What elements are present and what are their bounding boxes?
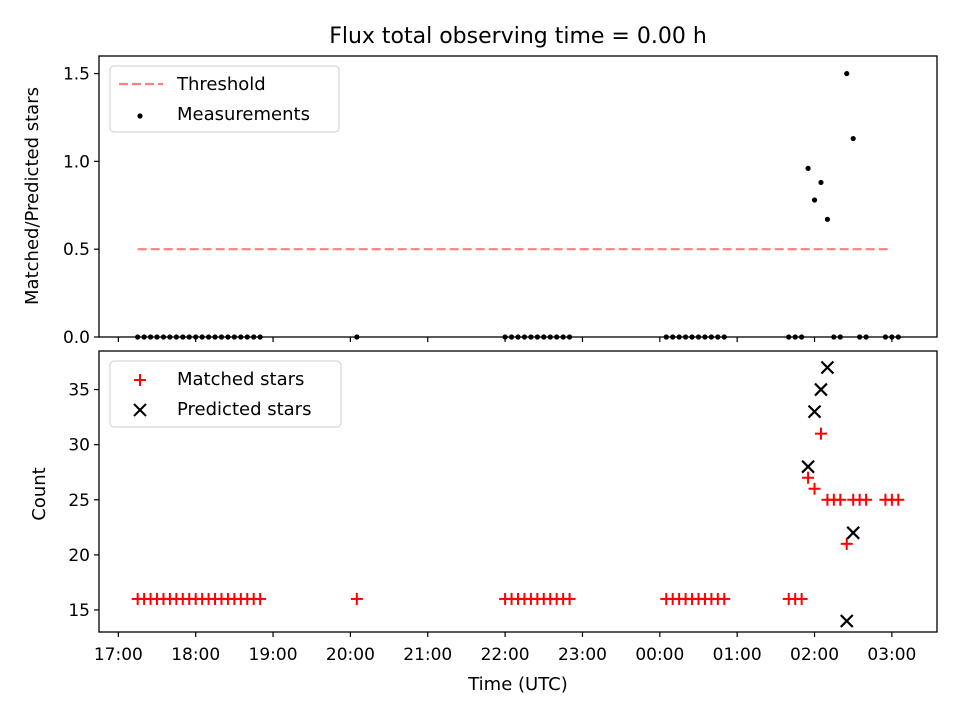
y-tick-label: 15 — [68, 601, 90, 621]
bottom-legend-box — [109, 360, 342, 428]
matched-star-point — [834, 493, 847, 506]
matched-star-point — [860, 493, 873, 506]
y-tick-label: 35 — [68, 381, 90, 401]
chart-title: Flux total observing time = 0.00 h — [329, 24, 707, 49]
matched-star-point — [795, 592, 808, 605]
bottom-legend: Matched stars Predicted stars — [109, 360, 342, 428]
predicted-star-point — [846, 526, 860, 540]
measurements-legend-label: Measurements — [177, 104, 310, 125]
measurement-point — [844, 70, 850, 77]
bottom-plot-marks — [131, 360, 905, 628]
top-y-ticks: 0.0 0.5 1.0 1.5 — [63, 65, 99, 348]
x-tick-label: 02:00 — [790, 645, 839, 665]
matched-star-point — [350, 592, 363, 605]
threshold-legend-label: Threshold — [176, 74, 266, 95]
predicted-star-point — [814, 382, 828, 397]
y-tick-label: 0.5 — [63, 240, 90, 260]
x-tick-label: 22:00 — [481, 645, 530, 665]
measurements-legend-swatch — [137, 113, 143, 119]
bottom-x-ticks: 17:00 18:00 19:00 20:00 21:00 22:00 23:00 00:00… — [94, 632, 916, 665]
matched-star-point — [808, 482, 821, 495]
x-tick-label: 01:00 — [713, 645, 762, 665]
matched-star-point — [563, 592, 576, 605]
predicted-star-point — [801, 459, 815, 474]
count-subplot: Count Time (UTC) 15 20 25 30 35 17:00 18:00 19… — [29, 350, 938, 695]
x-tick-label: 17:00 — [94, 645, 143, 665]
measurement-point — [850, 135, 856, 142]
predicted-star-point — [820, 360, 835, 375]
x-tick-label: 20:00 — [326, 645, 375, 665]
matched-legend-label: Matched stars — [177, 369, 304, 390]
matched-star-point — [718, 592, 731, 605]
predicted-legend-swatch — [133, 403, 147, 417]
y-tick-label: 25 — [68, 491, 90, 511]
y-tick-label: 1.5 — [63, 65, 90, 85]
x-tick-label: 18:00 — [171, 645, 220, 665]
y-tick-label: 0.0 — [63, 328, 90, 348]
predicted-legend-label: Predicted stars — [177, 399, 311, 420]
bottom-y-axis-label: Count — [29, 467, 50, 520]
matched-star-point — [254, 592, 267, 605]
x-tick-label: 00:00 — [635, 645, 684, 665]
y-tick-label: 1.0 — [63, 152, 90, 172]
matched-star-point — [814, 427, 827, 440]
predicted-star-point — [839, 614, 854, 628]
flux-ratio-subplot: Flux total observing time = 0.00 h Match… — [22, 24, 938, 348]
x-tick-label: 21:00 — [403, 645, 452, 665]
top-legend: Threshold Measurements — [109, 65, 340, 133]
x-tick-label: 03:00 — [867, 645, 916, 665]
matched-legend-swatch — [134, 374, 146, 386]
x-tick-label: 23:00 — [558, 645, 607, 665]
top-plot-frame — [98, 55, 938, 338]
matched-star-point — [802, 471, 815, 484]
measurement-point — [811, 197, 818, 203]
x-axis-label: Time (UTC) — [467, 674, 568, 695]
y-tick-label: 30 — [68, 436, 90, 456]
bottom-y-ticks: 15 20 25 30 35 — [68, 381, 99, 621]
measurement-point — [824, 216, 831, 222]
measurement-point — [818, 179, 824, 186]
measurement-point — [805, 165, 811, 171]
y-tick-label: 20 — [68, 546, 90, 566]
top-x-ticks — [117, 337, 893, 342]
top-y-axis-label: Matched/Predicted stars — [22, 87, 43, 305]
bottom-plot-frame — [98, 350, 938, 633]
matched-star-point — [892, 493, 905, 506]
top-legend-box — [109, 65, 340, 133]
predicted-star-point — [807, 404, 822, 419]
x-tick-label: 19:00 — [249, 645, 298, 665]
matched-star-point — [840, 537, 853, 550]
